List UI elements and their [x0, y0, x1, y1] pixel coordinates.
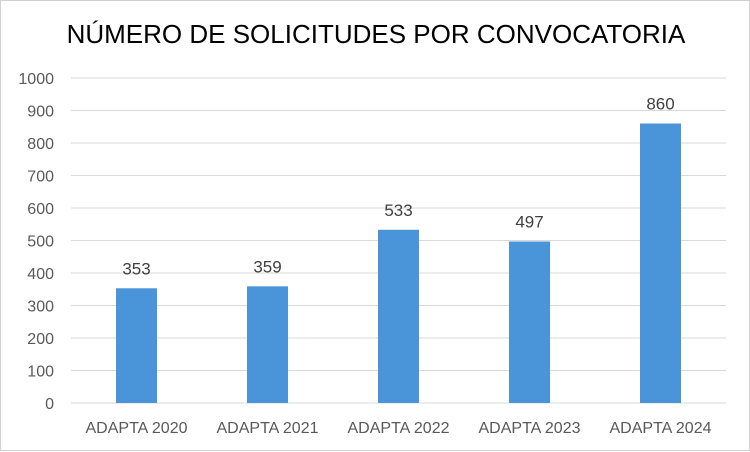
y-tick-label: 100 [27, 364, 54, 381]
data-label: 497 [515, 212, 543, 231]
y-tick-label: 700 [27, 169, 54, 186]
x-tick-label: ADAPTA 2020 [86, 420, 188, 437]
x-tick-label: ADAPTA 2021 [217, 420, 319, 437]
data-label: 860 [646, 95, 674, 114]
y-tick-label: 900 [27, 104, 54, 121]
x-tick-label: ADAPTA 2022 [348, 420, 450, 437]
y-tick-label: 400 [27, 266, 54, 283]
data-label: 533 [384, 201, 412, 220]
y-tick-label: 800 [27, 136, 54, 153]
bar [378, 229, 419, 403]
data-label: 359 [253, 257, 281, 276]
bar [509, 241, 550, 403]
y-tick-label: 1000 [18, 71, 54, 88]
chart-title: NÚMERO DE SOLICITUDES POR CONVOCATORIA [66, 19, 686, 49]
y-tick-label: 200 [27, 331, 54, 348]
x-tick-label: ADAPTA 2023 [479, 420, 581, 437]
x-tick-label: ADAPTA 2024 [610, 420, 712, 437]
bar [116, 288, 157, 403]
y-tick-label: 300 [27, 299, 54, 316]
data-label: 353 [122, 259, 150, 278]
bar [247, 286, 288, 403]
y-tick-label: 600 [27, 201, 54, 218]
y-tick-label: 500 [27, 234, 54, 251]
y-tick-label: 0 [45, 396, 54, 413]
bar [640, 123, 681, 403]
